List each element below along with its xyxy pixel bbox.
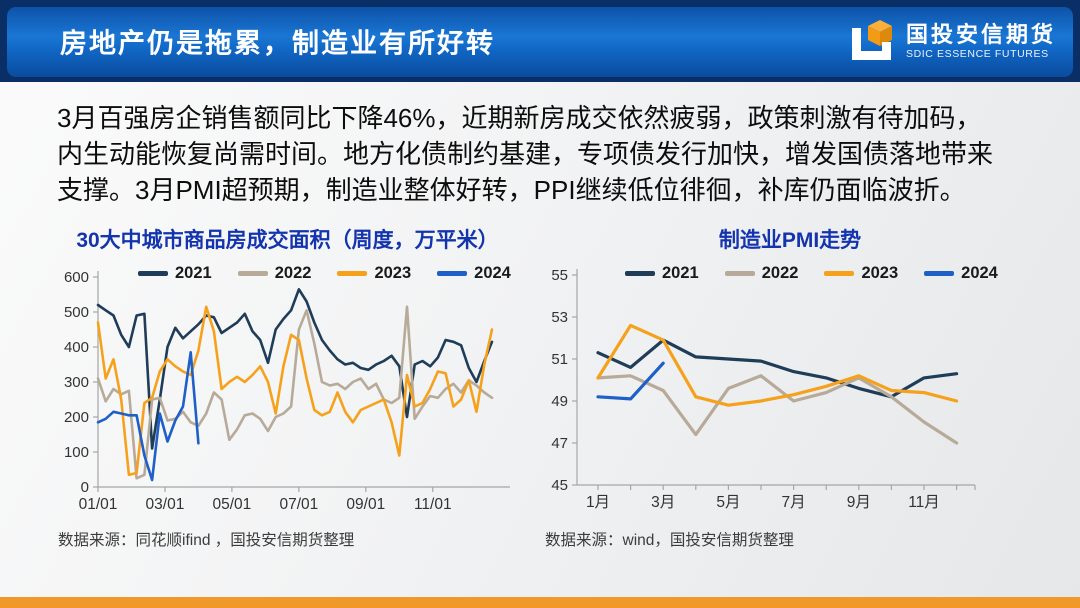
legend-label: 2023	[861, 264, 899, 282]
svg-text:47: 47	[551, 435, 568, 452]
footer-accent-bar	[0, 597, 1080, 608]
legend-swatch-2023	[824, 271, 855, 276]
legend-swatch-2024	[437, 271, 468, 276]
summary-line-1: 3月百强房企销售额同比下降46%，近期新房成交依然疲弱，政策刺激有待加码，	[57, 103, 982, 133]
summary-line-2: 内生动能恢复尚需时间。地方化债制约基建，专项债发行加快，增发国债落地带来	[57, 139, 994, 169]
svg-text:200: 200	[64, 409, 89, 426]
svg-text:9月: 9月	[847, 494, 871, 511]
svg-text:500: 500	[64, 304, 89, 321]
company-logo-icon	[851, 20, 892, 60]
pmi-chart-title: 制造业PMI走势	[718, 229, 862, 252]
svg-text:51: 51	[551, 351, 568, 368]
legend-item-2023: 2023	[824, 264, 898, 283]
housing-chart-source: 数据来源：同花顺ifind ，国投安信期货整理	[58, 532, 355, 549]
legend-item-2023: 2023	[337, 264, 411, 283]
legend-swatch-2021	[138, 271, 168, 276]
svg-text:05/01: 05/01	[213, 496, 252, 513]
legend-swatch-2022	[724, 271, 755, 276]
svg-text:45: 45	[551, 477, 568, 494]
company-logo-text: 国投安信期货 SDIC ESSENCE FUTURES	[906, 22, 1056, 59]
svg-text:600: 600	[64, 269, 89, 286]
housing-chart-legend: 2021 2022 2023 2024	[138, 264, 511, 283]
svg-text:3月: 3月	[651, 494, 675, 511]
svg-text:100: 100	[64, 444, 89, 461]
header-gradient-panel	[7, 7, 1073, 77]
svg-text:7月: 7月	[782, 494, 806, 511]
legend-item-2021: 2021	[138, 264, 212, 283]
legend-item-2021: 2021	[625, 264, 699, 283]
legend-swatch-2024	[924, 271, 955, 276]
svg-text:11/01: 11/01	[414, 496, 452, 513]
legend-label: 2024	[474, 264, 511, 282]
svg-text:400: 400	[64, 339, 89, 356]
svg-text:1月: 1月	[586, 494, 610, 511]
svg-text:53: 53	[551, 309, 568, 326]
legend-item-2024: 2024	[437, 264, 511, 283]
svg-text:49: 49	[551, 393, 568, 410]
legend-item-2022: 2022	[724, 264, 799, 283]
legend-label: 2022	[761, 264, 799, 282]
housing-chart-canvas: 0 100 200 300 400 500 600 01/01 03/01 05/01 07/01 0…	[64, 269, 510, 513]
legend-swatch-2023	[337, 271, 368, 276]
company-name-cn: 国投安信期货	[905, 22, 1056, 48]
company-name-en: SDIC ESSENCE FUTURES	[905, 47, 1049, 60]
slide-header: 房地产仍是拖累，制造业有所好转 国投安信期货 SDIC ESSENCE FUTU…	[0, 0, 1080, 82]
summary-line-3: 支撑。3月PMI超预期，制造业整体好转，PPI继续低位徘徊，补库仍面临波折。	[57, 175, 966, 205]
pmi-chart-legend: 2021 2022 2023 2024	[625, 264, 998, 283]
legend-item-2022: 2022	[237, 264, 312, 283]
svg-text:300: 300	[64, 374, 89, 391]
summary-paragraph: 3月百强房企销售额同比下降46%，近期新房成交依然疲弱，政策刺激有待加码， 内生…	[57, 100, 1032, 208]
legend-label: 2021	[662, 264, 699, 282]
legend-label: 2024	[961, 264, 998, 282]
svg-text:03/01: 03/01	[146, 496, 185, 513]
housing-chart-title: 30大中城市商品房成交面积（周度，万平米）	[76, 229, 499, 252]
page-title: 房地产仍是拖累，制造业有所好转	[60, 28, 495, 59]
legend-label: 2021	[175, 264, 212, 282]
svg-text:11月: 11月	[908, 494, 940, 511]
svg-text:07/01: 07/01	[279, 496, 318, 513]
svg-text:5月: 5月	[716, 494, 740, 511]
pmi-chart-canvas: 45 47 49 51 53 55 1月 3月 5月 7月 9月 11月	[551, 267, 976, 511]
legend-label: 2023	[374, 264, 412, 282]
pmi-chart-source: 数据来源：wind，国投安信期货整理	[545, 532, 794, 549]
svg-text:01/01: 01/01	[79, 496, 118, 513]
svg-text:09/01: 09/01	[346, 496, 385, 513]
legend-swatch-2021	[625, 271, 655, 276]
company-logo: 国投安信期货 SDIC ESSENCE FUTURES	[844, 15, 1056, 67]
svg-text:0: 0	[81, 479, 89, 496]
legend-swatch-2022	[237, 271, 268, 276]
legend-item-2024: 2024	[924, 264, 998, 283]
legend-label: 2022	[274, 264, 312, 282]
svg-text:55: 55	[551, 267, 568, 284]
